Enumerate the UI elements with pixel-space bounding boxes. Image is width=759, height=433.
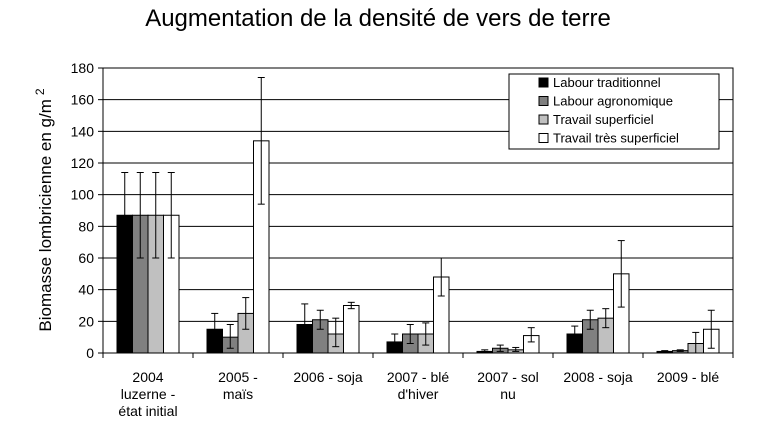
legend-swatch: [538, 77, 549, 88]
x-category-label: 2007 - blé d'hiver: [387, 369, 449, 402]
x-category-label-line: maïs: [223, 386, 253, 402]
chart-title: Augmentation de la densité de vers de te…: [145, 5, 611, 32]
x-category-label-line: 2008 - soja: [563, 369, 632, 385]
y-axis-label: Biomasse lombricienne en g/m 2: [33, 88, 55, 331]
x-category-label: 2006 - soja: [293, 369, 362, 385]
y-tick-label: 20: [78, 313, 94, 329]
x-category-label-line: 2004: [132, 369, 163, 385]
x-category-label-line: d'hiver: [398, 386, 439, 402]
x-category-label: 2009 - blé: [657, 369, 719, 385]
y-tick-label: 140: [71, 123, 95, 139]
x-category-label: 2005 -maïs: [218, 369, 258, 402]
x-category-label-line: luzerne -: [121, 386, 176, 402]
y-tick-label: 40: [78, 282, 94, 298]
bars: [116, 140, 720, 354]
x-category-label: 2008 - soja: [563, 369, 632, 385]
y-axis-label-superscript: 2: [33, 88, 47, 95]
legend-swatch: [538, 96, 549, 106]
legend-label: Travail superficiel: [553, 112, 654, 127]
y-tick-label: 120: [71, 155, 95, 171]
x-category-label-line: 2007 - sol: [477, 369, 538, 385]
x-category-label-line: 2006 - soja: [293, 369, 362, 385]
legend-label: Labour traditionnel: [553, 75, 661, 90]
legend-label: Labour agronomique: [553, 94, 673, 109]
plot-frame: [102, 67, 734, 354]
y-axis-label-text: Biomasse lombricienne en g/m: [36, 99, 55, 331]
y-tick-label: 160: [71, 92, 95, 108]
y-tick-label: 80: [78, 218, 94, 234]
legend: Labour traditionnel Labour agronomique Tra…: [508, 73, 720, 150]
y-tick-label: 180: [71, 60, 95, 76]
x-category-label-line: 2005 -: [218, 369, 258, 385]
x-category-label-line: 2007 - blé: [387, 369, 449, 385]
x-category-label-line: 2009 - blé: [657, 369, 719, 385]
x-category-label-line: état initial: [118, 403, 177, 419]
y-axis-ticks: 0 20 40 60 80 100 120 140 160 180: [71, 60, 103, 361]
bar: [343, 305, 360, 354]
legend-swatch: [538, 133, 549, 143]
y-tick-label: 60: [78, 250, 94, 266]
y-tick-label: 100: [71, 187, 95, 203]
x-category-label-line: nu: [500, 386, 516, 402]
x-axis-categories: 2004 luzerne -état initial 2005 -maïs 2006 …: [102, 353, 734, 419]
legend-swatch: [538, 114, 549, 125]
legend-label: Travail très superficiel: [553, 131, 679, 146]
x-category-label: 2004 luzerne -état initial: [118, 369, 177, 419]
x-category-label: 2007 - sol nu: [477, 369, 538, 402]
y-tick-label: 0: [86, 345, 94, 361]
error-bars: [121, 77, 715, 354]
